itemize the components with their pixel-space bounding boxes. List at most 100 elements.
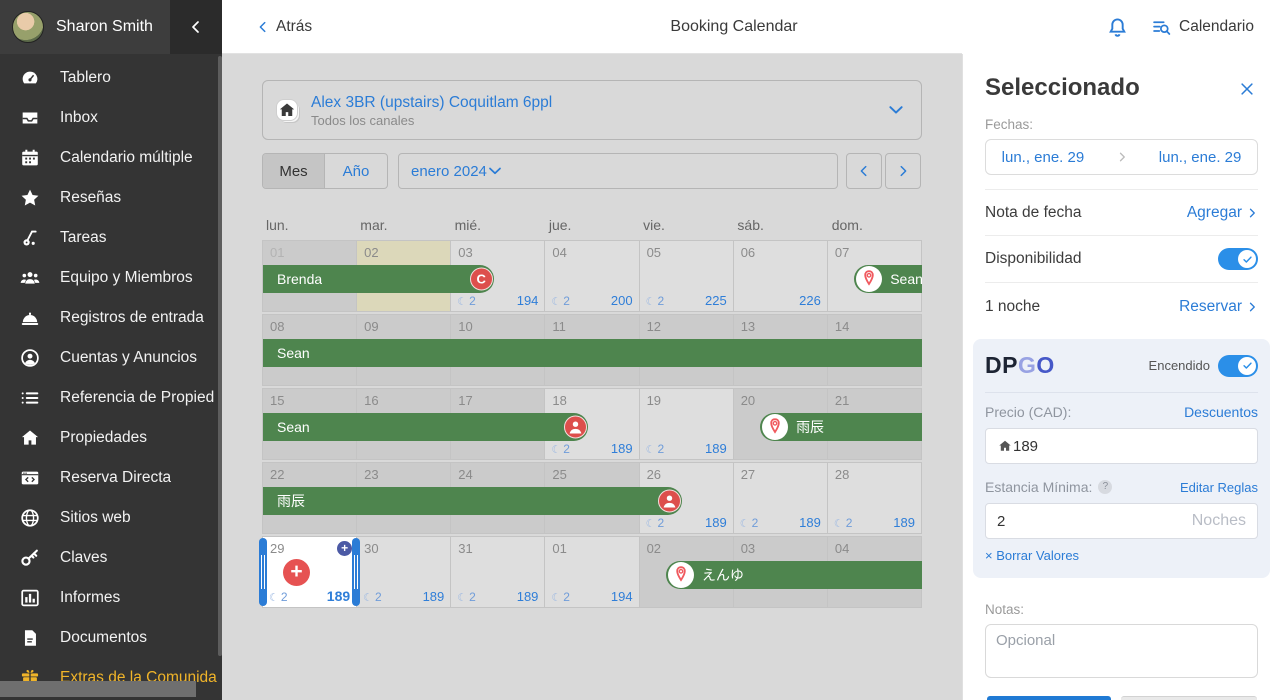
sidebar-item-reserva-directa[interactable]: Reserva Directa — [0, 458, 222, 498]
bar-chart-icon — [19, 587, 41, 609]
page-title: Booking Calendar — [670, 18, 798, 35]
booking-bar-sean[interactable]: Sean — [263, 339, 922, 367]
day-cell-footer: 226 — [740, 293, 821, 308]
booking-bar-sean[interactable]: Sean — [263, 413, 588, 441]
help-icon[interactable]: ? — [1098, 480, 1113, 494]
booking-bar-[interactable]: えんゆ — [665, 561, 922, 589]
notes-textarea[interactable]: Opcional — [985, 624, 1258, 678]
min-stay-moon-icon: ☾ — [551, 296, 562, 308]
sidebar-horizontal-scrollbar[interactable] — [0, 681, 196, 697]
min-stay-input[interactable]: 2 Noches — [985, 503, 1258, 539]
check-icon — [1242, 360, 1253, 371]
view-month-tab[interactable]: Mes — [263, 154, 326, 188]
dpgo-status-label: Encendido — [1148, 358, 1210, 373]
sidebar-vertical-scrollbar[interactable] — [218, 56, 222, 656]
weekday-header-row: lun. mar. mié. jue. vie. sáb. dom. — [262, 217, 922, 233]
discounts-link[interactable]: Descuentos — [1184, 404, 1258, 420]
sidebar-item-label: Inbox — [60, 109, 98, 126]
sidebar-item-label: Claves — [60, 549, 108, 566]
day-number: 01 — [270, 245, 285, 260]
booking-bar-sean[interactable]: Sean — [854, 265, 922, 293]
view-year-tab[interactable]: Año — [342, 162, 370, 180]
day-number: 07 — [834, 245, 850, 260]
day-price: 200 — [610, 293, 633, 308]
sidebar-item-sitios-web[interactable]: Sitios web — [0, 498, 222, 538]
date-from-field[interactable]: lun., ene. 29 — [1001, 148, 1085, 166]
month-select-value: enero 2024 — [411, 162, 487, 180]
day-cell-29[interactable]: 29 ☾ 2 189 + + — [259, 537, 361, 608]
add-small-button[interactable]: + — [337, 541, 353, 556]
document-icon — [19, 627, 41, 649]
sidebar-item-informes[interactable]: Informes — [0, 578, 222, 618]
calendar-grid: 01 02 03 ☾ 2 194 04 ☾ 2 200 05 ☾ 2 225 06 226 07 Brenda C S… — [259, 240, 922, 608]
cancel-button-partial[interactable] — [1121, 696, 1257, 700]
day-price: 189 — [610, 441, 633, 456]
sidebar-item-registros-de-entrada[interactable]: Registros de entrada — [0, 298, 222, 338]
sidebar-item-claves[interactable]: Claves — [0, 538, 222, 578]
price-input[interactable]: 189 — [985, 428, 1258, 464]
min-stay-count: 2 — [563, 294, 570, 308]
min-stay-placeholder: Noches — [1191, 512, 1246, 529]
sidebar-item-documentos[interactable]: Documentos — [0, 618, 222, 658]
day-cell-06[interactable]: 06 226 — [733, 241, 828, 312]
availability-toggle[interactable] — [1218, 248, 1258, 270]
date-to-field[interactable]: lun., ene. 29 — [1158, 148, 1242, 166]
back-button[interactable]: Atrás — [256, 18, 312, 36]
booking-bar-[interactable]: 雨辰 — [263, 487, 682, 515]
calendar-link[interactable]: Calendario — [1151, 17, 1254, 38]
sidebar-item-rese-as[interactable]: Reseñas — [0, 178, 222, 218]
month-select[interactable]: enero 2024 — [398, 153, 838, 189]
day-cell-19[interactable]: 19 ☾ 2 189 — [639, 389, 734, 460]
dates-label: Fechas: — [985, 117, 1034, 132]
booking-bar-[interactable]: 雨辰 — [760, 413, 922, 441]
day-cell-27[interactable]: 27 ☾ 2 189 — [733, 463, 828, 534]
avatar[interactable] — [12, 11, 44, 43]
property-selector[interactable]: Alex 3BR (upstairs) Coquitlam 6ppl Todos… — [262, 80, 922, 140]
panel-title: Seleccionado — [985, 74, 1140, 101]
close-panel-button[interactable] — [1238, 80, 1256, 103]
sidebar-item-propiedades[interactable]: Propiedades — [0, 418, 222, 458]
min-stay-moon-icon: ☾ — [645, 296, 656, 308]
sidebar-item-tareas[interactable]: Tareas — [0, 218, 222, 258]
calendar-week-row: 01 02 03 ☾ 2 194 04 ☾ 2 200 05 ☾ 2 225 06 226 07 Brenda C S… — [262, 240, 922, 312]
clear-values-link[interactable]: × Borrar Valores — [985, 548, 1080, 563]
day-cell-30[interactable]: 30 ☾ 2 189 — [357, 537, 452, 608]
add-note-label: Agregar — [1186, 203, 1242, 221]
sidebar-item-equipo-y-miembros[interactable]: Equipo y Miembros — [0, 258, 222, 298]
sidebar-item-calendario-m-ltiple[interactable]: Calendario múltiple — [0, 138, 222, 178]
reserve-link[interactable]: Reservar — [1179, 298, 1258, 316]
sidebar-item-inbox[interactable]: Inbox — [0, 98, 222, 138]
day-cell-28[interactable]: 28 ☾ 2 189 — [827, 463, 922, 534]
price-label: Precio (CAD): — [985, 404, 1072, 420]
sidebar-item-tablero[interactable]: Tablero — [0, 58, 222, 98]
day-cell-04[interactable]: 04 ☾ 2 200 — [545, 241, 640, 312]
save-button-partial[interactable] — [987, 696, 1111, 700]
selection-drag-handle-left[interactable] — [259, 538, 267, 606]
next-month-button[interactable] — [885, 153, 921, 189]
day-number: 16 — [364, 393, 379, 408]
day-cell-05[interactable]: 05 ☾ 2 225 — [639, 241, 734, 312]
guest-badge-icon[interactable] — [657, 489, 681, 513]
edit-rules-link[interactable]: Editar Reglas — [1179, 479, 1258, 495]
add-note-link[interactable]: Agregar — [1187, 204, 1258, 222]
day-cell-01[interactable]: 01 ☾ 2 194 — [545, 537, 640, 608]
sidebar-collapse-button[interactable] — [170, 0, 222, 54]
day-number: 02 — [646, 541, 662, 556]
chevron-right-icon — [1246, 301, 1258, 313]
sidebar-item-label: Documentos — [60, 629, 148, 646]
day-number: 28 — [834, 467, 850, 482]
guest-badge-icon[interactable] — [563, 415, 587, 439]
booking-bar-brenda[interactable]: Brenda C — [263, 265, 494, 293]
sidebar-item-referencia-de-propied[interactable]: Referencia de Propied — [0, 378, 222, 418]
cancel-badge-icon[interactable]: C — [469, 267, 493, 291]
add-booking-button[interactable]: + — [283, 559, 310, 586]
sidebar-item-cuentas-y-anuncios[interactable]: Cuentas y Anuncios — [0, 338, 222, 378]
prev-month-button[interactable] — [846, 153, 882, 189]
min-stay-moon-icon: ☾ — [645, 518, 656, 530]
dpgo-toggle[interactable] — [1218, 354, 1258, 377]
selection-drag-handle-right[interactable] — [352, 538, 361, 606]
day-cell-31[interactable]: 31 ☾ 2 189 — [451, 537, 546, 608]
min-stay-count: 2 — [751, 516, 759, 530]
notifications-bell-icon[interactable] — [1106, 16, 1129, 39]
